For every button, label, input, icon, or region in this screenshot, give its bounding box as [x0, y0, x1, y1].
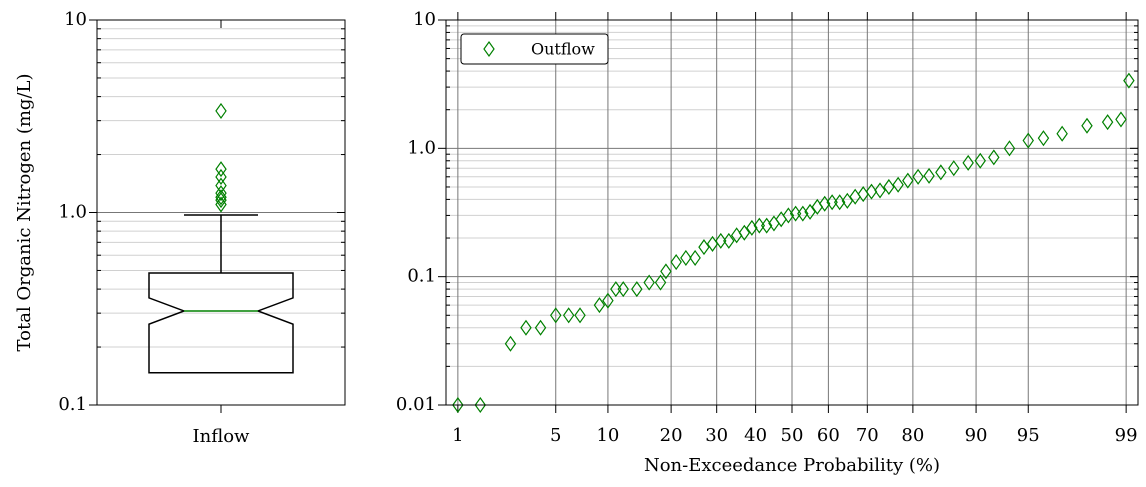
point: [654, 274, 667, 291]
axes-frame: [445, 19, 1139, 406]
point: [1123, 72, 1135, 89]
point: [874, 182, 886, 199]
point: [562, 307, 575, 324]
x-tick-label: Inflow: [193, 426, 251, 447]
point: [689, 249, 701, 266]
x-tick-label: 1: [452, 425, 463, 446]
point: [643, 274, 655, 291]
x-tick-label: 99: [1115, 425, 1138, 446]
flier: [215, 196, 227, 213]
x-tick-label: 95: [1017, 425, 1040, 446]
point: [660, 263, 672, 280]
flier: [215, 161, 227, 178]
point: [574, 307, 586, 324]
point: [670, 254, 682, 271]
x-tick-label: 30: [705, 425, 728, 446]
y-axis-label: Total Organic Nitrogen (mg/L): [14, 74, 35, 352]
point: [602, 292, 614, 309]
point: [746, 219, 758, 236]
x-tick-label: 60: [817, 425, 840, 446]
point: [1081, 117, 1093, 134]
point: [504, 335, 517, 352]
point: [883, 178, 895, 195]
flier: [215, 189, 227, 206]
point: [1056, 125, 1068, 142]
point: [680, 249, 692, 266]
point: [723, 232, 735, 249]
x-axis-label: Non-Exceedance Probability (%): [644, 455, 940, 476]
point: [715, 232, 727, 249]
point: [902, 172, 914, 189]
box: [148, 272, 294, 374]
x-tick-label: 40: [744, 425, 767, 446]
point: [1115, 111, 1127, 128]
legend-label: Outflow: [531, 40, 595, 59]
y-tick-label: 0.1: [407, 266, 436, 287]
y-tick-label: 10: [64, 9, 87, 30]
point: [474, 396, 487, 414]
point: [841, 192, 854, 209]
point: [550, 307, 562, 324]
point: [782, 207, 795, 224]
point: [706, 235, 719, 252]
point: [631, 281, 643, 298]
x-tick-label: 5: [550, 425, 561, 446]
point: [1022, 132, 1034, 149]
point: [1003, 140, 1016, 157]
x-tick-label: 80: [901, 425, 924, 446]
point: [962, 154, 974, 171]
legend-box: [460, 33, 609, 65]
flier: [215, 192, 227, 209]
y-tick-label: 1.0: [58, 202, 87, 223]
point: [1037, 130, 1050, 147]
point: [452, 396, 464, 414]
point: [923, 167, 935, 184]
point: [912, 168, 924, 185]
point: [534, 319, 547, 336]
point: [804, 203, 816, 220]
flier: [215, 168, 227, 185]
x-tick-label: 50: [781, 425, 804, 446]
x-tick-label: 20: [660, 425, 683, 446]
flier: [215, 185, 227, 202]
point: [826, 194, 838, 211]
axes-frame: [96, 19, 346, 406]
y-tick-label: 0.1: [58, 394, 87, 415]
point: [988, 149, 1000, 166]
point: [760, 217, 773, 234]
point: [1101, 114, 1114, 131]
point: [865, 183, 878, 200]
point: [948, 160, 960, 177]
point: [738, 224, 751, 241]
x-tick-label: 70: [856, 425, 879, 446]
point: [935, 164, 947, 181]
y-tick-label: 0.01: [396, 394, 436, 415]
point: [593, 297, 606, 314]
y-tick-label: 10: [413, 9, 436, 30]
x-tick-label: 90: [965, 425, 988, 446]
point: [617, 281, 629, 298]
point: [520, 319, 532, 336]
point: [974, 152, 986, 169]
point: [698, 239, 710, 256]
point: [892, 176, 904, 193]
legend-marker: [483, 40, 495, 58]
flier: [215, 102, 227, 119]
x-tick-label: 10: [596, 425, 619, 446]
y-tick-label: 1.0: [407, 137, 436, 158]
